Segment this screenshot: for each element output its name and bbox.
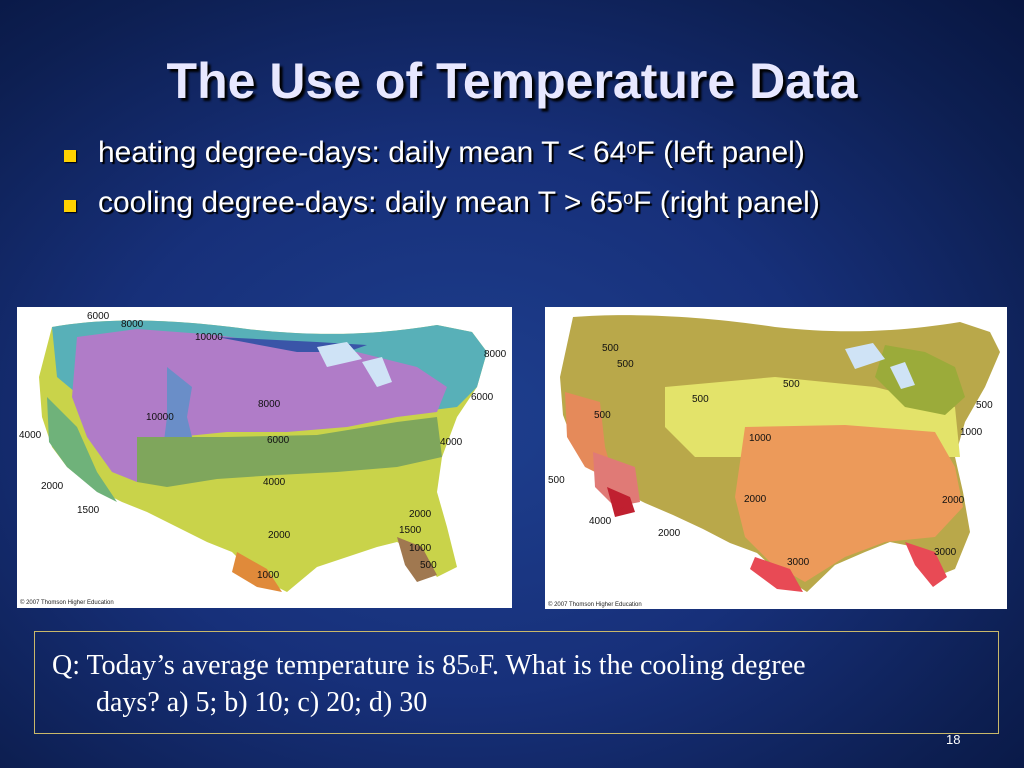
svg-text:2000: 2000 [409,509,432,520]
svg-text:500: 500 [594,410,611,421]
svg-text:4000: 4000 [19,430,42,441]
svg-text:4000: 4000 [440,437,463,448]
question-box [34,631,999,734]
svg-text:1000: 1000 [749,433,772,444]
svg-text:500: 500 [602,343,619,354]
heating-degree-days-map: 6000 8000 10000 8000 6000 8000 10000 600… [17,307,512,608]
svg-text:10000: 10000 [146,412,174,423]
svg-text:6000: 6000 [87,311,110,322]
bullet-cooling: cooling degree-days: daily mean T > 65oF… [64,186,984,236]
svg-text:500: 500 [420,560,437,571]
svg-text:10000: 10000 [195,332,223,343]
bullet-square-icon [64,150,76,162]
svg-text:2000: 2000 [942,495,965,506]
svg-text:8000: 8000 [484,349,507,360]
svg-text:500: 500 [617,359,634,370]
svg-text:6000: 6000 [267,435,290,446]
question-text: Q: Today’s average temperature is 85oF. … [52,650,806,718]
svg-text:6000: 6000 [471,392,494,403]
bullet-text: heating degree-days: daily mean T < 64oF… [98,136,805,169]
svg-text:1500: 1500 [77,505,100,516]
svg-text:4000: 4000 [589,516,612,527]
svg-text:8000: 8000 [121,319,144,330]
svg-text:1500: 1500 [399,525,422,536]
svg-text:2000: 2000 [658,528,681,539]
svg-text:2000: 2000 [41,481,64,492]
bullet-list: heating degree-days: daily mean T < 64oF… [64,136,984,236]
bullet-square-icon [64,200,76,212]
svg-text:1000: 1000 [960,427,983,438]
svg-text:500: 500 [692,394,709,405]
svg-text:1000: 1000 [409,543,432,554]
svg-text:1000: 1000 [257,570,280,581]
cooling-degree-days-map: 500 500 500 500 500 500 1000 1000 500 20… [545,307,1007,609]
svg-text:3000: 3000 [934,547,957,558]
svg-text:500: 500 [976,400,993,411]
map-copyright: © 2007 Thomson Higher Education [548,601,642,608]
svg-text:4000: 4000 [263,477,286,488]
svg-text:500: 500 [783,379,800,390]
svg-text:2000: 2000 [744,494,767,505]
svg-text:3000: 3000 [787,557,810,568]
bullet-text: cooling degree-days: daily mean T > 65oF… [98,186,820,219]
svg-text:2000: 2000 [268,530,291,541]
slide-title: The Use of Temperature Data [166,53,858,109]
page-number: 18 [946,732,961,747]
svg-text:8000: 8000 [258,399,281,410]
map-copyright: © 2007 Thomson Higher Education [20,599,114,606]
svg-text:500: 500 [548,475,565,486]
bullet-heating: heating degree-days: daily mean T < 64oF… [64,136,984,186]
